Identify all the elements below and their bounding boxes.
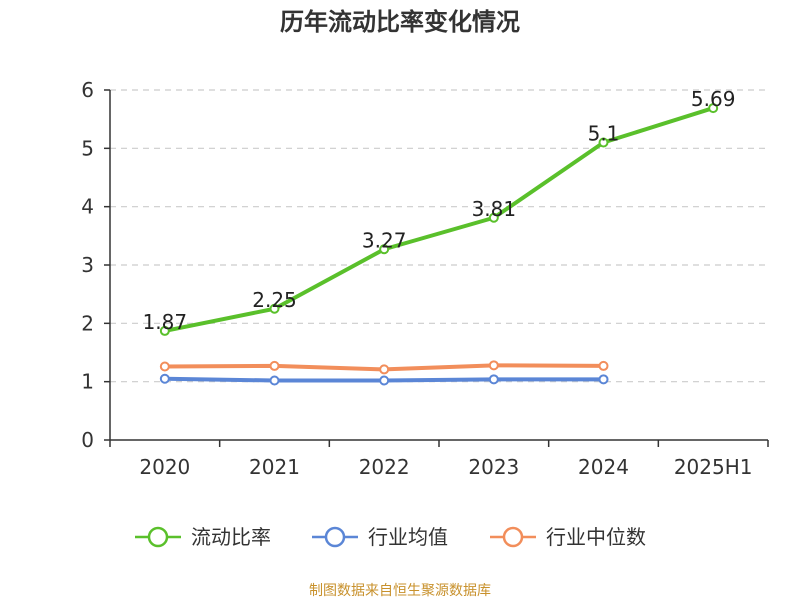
data-point xyxy=(379,364,390,375)
data-label: 2.25 xyxy=(252,288,297,312)
data-label: 1.87 xyxy=(143,310,188,334)
legend-label: 行业中位数 xyxy=(546,525,646,549)
legend: 流动比率 行业均值 行业中位数 xyxy=(135,525,646,549)
data-point xyxy=(159,325,170,336)
data-label: 5.69 xyxy=(691,87,736,111)
data-point xyxy=(269,375,280,386)
x-tick-label: 2024 xyxy=(578,455,629,479)
data-point xyxy=(379,375,390,386)
series-layer xyxy=(159,103,719,386)
x-tick-label: 2023 xyxy=(468,455,519,479)
y-tick-label: 0 xyxy=(81,428,94,452)
data-point xyxy=(488,212,499,223)
axes: 0 1 2 3 4 5 6 2020 2021 2022 2023 2024 2025H1 xyxy=(81,78,769,479)
x-tick-label: 2021 xyxy=(249,455,300,479)
legend-marker xyxy=(502,526,524,548)
data-point xyxy=(269,303,280,314)
source-note: 制图数据来自恒生聚源数据库 xyxy=(309,583,491,599)
series-line xyxy=(162,106,716,333)
data-label: 5.1 xyxy=(588,122,620,146)
x-tick-label: 2025H1 xyxy=(674,455,753,479)
grid xyxy=(110,89,768,383)
legend-label: 行业均值 xyxy=(368,525,448,549)
legend-label: 流动比率 xyxy=(191,525,271,549)
x-tick-label: 2020 xyxy=(139,455,190,479)
data-label: 3.27 xyxy=(362,228,407,252)
data-point xyxy=(598,374,609,385)
data-point xyxy=(598,360,609,371)
y-tick-label: 4 xyxy=(81,195,94,219)
data-label: 3.81 xyxy=(472,197,517,221)
data-point xyxy=(488,360,499,371)
legend-marker xyxy=(147,526,169,548)
data-labels: 1.87 2.25 3.27 3.81 5.1 5.69 xyxy=(143,87,736,334)
y-tick-label: 5 xyxy=(81,136,94,160)
data-point xyxy=(379,244,390,255)
data-point xyxy=(159,373,170,384)
data-point xyxy=(708,103,719,114)
chart-title: 历年流动比率变化情况 xyxy=(280,8,520,36)
y-tick-label: 3 xyxy=(81,253,94,277)
data-point xyxy=(269,360,280,371)
x-tick-label: 2022 xyxy=(359,455,410,479)
legend-marker xyxy=(324,526,346,548)
data-point xyxy=(159,361,170,372)
data-point xyxy=(598,137,609,148)
y-tick-label: 2 xyxy=(81,311,94,335)
y-tick-label: 6 xyxy=(81,78,94,102)
data-point xyxy=(488,374,499,385)
y-tick-label: 1 xyxy=(81,370,94,394)
